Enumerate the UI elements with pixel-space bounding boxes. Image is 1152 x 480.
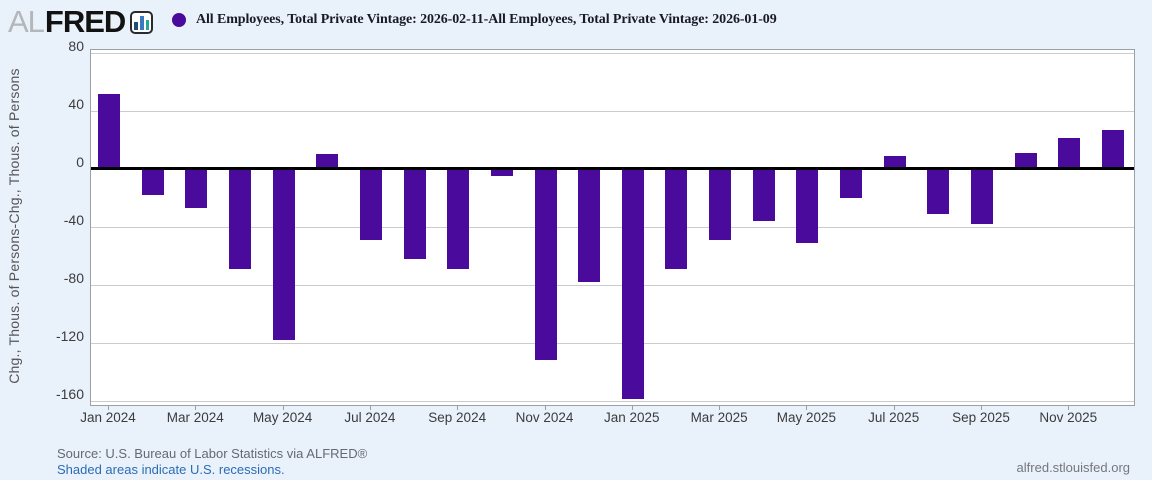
x-tick-label: May 2025: [776, 410, 837, 425]
x-tick-mark: [1068, 405, 1070, 410]
bar-aug-2024[interactable]: [403, 168, 426, 259]
x-tick-label: May 2024: [252, 410, 313, 425]
x-tick-label: Jan 2025: [604, 410, 660, 425]
bar-sep-2024[interactable]: [447, 168, 470, 269]
x-tick-label: Nov 2025: [1039, 410, 1098, 425]
bar-mar-2025[interactable]: [709, 168, 732, 240]
gridline--40: [91, 226, 1134, 228]
y-tick-label: 80: [68, 37, 84, 54]
x-tick-mark: [195, 405, 197, 410]
bar-oct-2025[interactable]: [1014, 152, 1037, 169]
bar-aug-2025[interactable]: [927, 168, 950, 214]
x-tick-mark: [631, 405, 633, 410]
alfred-logo[interactable]: AL FRED: [8, 4, 154, 39]
bar-may-2025[interactable]: [796, 168, 819, 243]
y-tick-label: 40: [68, 95, 84, 112]
y-tick-label: 0: [76, 153, 84, 170]
x-tick-label: Sep 2024: [428, 410, 487, 425]
x-tick-label: Nov 2024: [515, 410, 574, 425]
bar-feb-2025[interactable]: [665, 168, 688, 269]
source-attribution: Source: U.S. Bureau of Labor Statistics …: [57, 446, 368, 461]
bar-jun-2024[interactable]: [316, 154, 339, 169]
x-tick-mark: [719, 405, 721, 410]
x-tick-mark: [544, 405, 546, 410]
logo-al-text: AL: [8, 4, 45, 39]
bar-dec-2025[interactable]: [1101, 129, 1124, 169]
y-tick-label: -40: [63, 211, 84, 228]
x-tick-mark: [457, 405, 459, 410]
bar-mar-2024[interactable]: [185, 168, 208, 208]
gridline--160: [91, 400, 1134, 402]
bar-apr-2024[interactable]: [228, 168, 251, 269]
x-tick-label: Sep 2025: [952, 410, 1010, 425]
bar-nov-2025[interactable]: [1058, 138, 1081, 169]
x-tick-mark: [981, 405, 982, 410]
y-tick-label: -160: [55, 385, 84, 402]
gridline-40: [91, 110, 1134, 112]
bar-jul-2024[interactable]: [359, 168, 382, 240]
bar-may-2024[interactable]: [272, 168, 295, 340]
bar-apr-2025[interactable]: [752, 168, 775, 221]
chart-legend: All Employees, Total Private Vintage: 20…: [172, 12, 777, 28]
series-marker-dot-icon: [172, 13, 186, 27]
zero-axis-line: [91, 167, 1134, 171]
site-watermark-link[interactable]: alfred.stlouisfed.org: [1016, 460, 1130, 475]
bar-dec-2024[interactable]: [578, 168, 601, 282]
x-tick-mark: [108, 405, 109, 410]
x-tick-label: Mar 2024: [166, 410, 224, 425]
x-tick-label: Jan 2024: [80, 410, 136, 425]
fred-barchart-icon: [130, 10, 154, 34]
x-tick-mark: [282, 405, 284, 410]
x-tick-label: Jul 2025: [868, 410, 920, 425]
y-tick-label: -80: [63, 269, 84, 286]
logo-fred-text: FRED: [44, 4, 126, 39]
gridline--80: [91, 284, 1134, 286]
x-tick-label: Mar 2025: [690, 410, 748, 425]
bar-jun-2025[interactable]: [840, 168, 862, 198]
bar-sep-2025[interactable]: [971, 168, 993, 224]
x-tick-mark: [893, 405, 895, 410]
bar-jan-2024[interactable]: [98, 93, 120, 169]
plot-area: [90, 49, 1135, 406]
x-tick-label: Jul 2024: [344, 410, 396, 425]
bar-feb-2024[interactable]: [141, 168, 164, 195]
bar-jan-2025[interactable]: [621, 168, 644, 400]
y-axis-title: Chg., Thous. of Persons-Chg., Thous. of …: [6, 68, 22, 384]
recessions-note-link[interactable]: Shaded areas indicate U.S. recessions.: [57, 462, 285, 477]
gridline-80: [91, 52, 1134, 54]
bar-oct-2024[interactable]: [490, 168, 513, 176]
bar-nov-2024[interactable]: [534, 168, 557, 361]
bar-jul-2025[interactable]: [883, 155, 906, 169]
x-tick-mark: [369, 405, 371, 410]
series-title: All Employees, Total Private Vintage: 20…: [196, 12, 777, 27]
x-tick-mark: [806, 405, 808, 410]
gridline--120: [91, 342, 1134, 344]
y-tick-label: -120: [55, 327, 84, 344]
